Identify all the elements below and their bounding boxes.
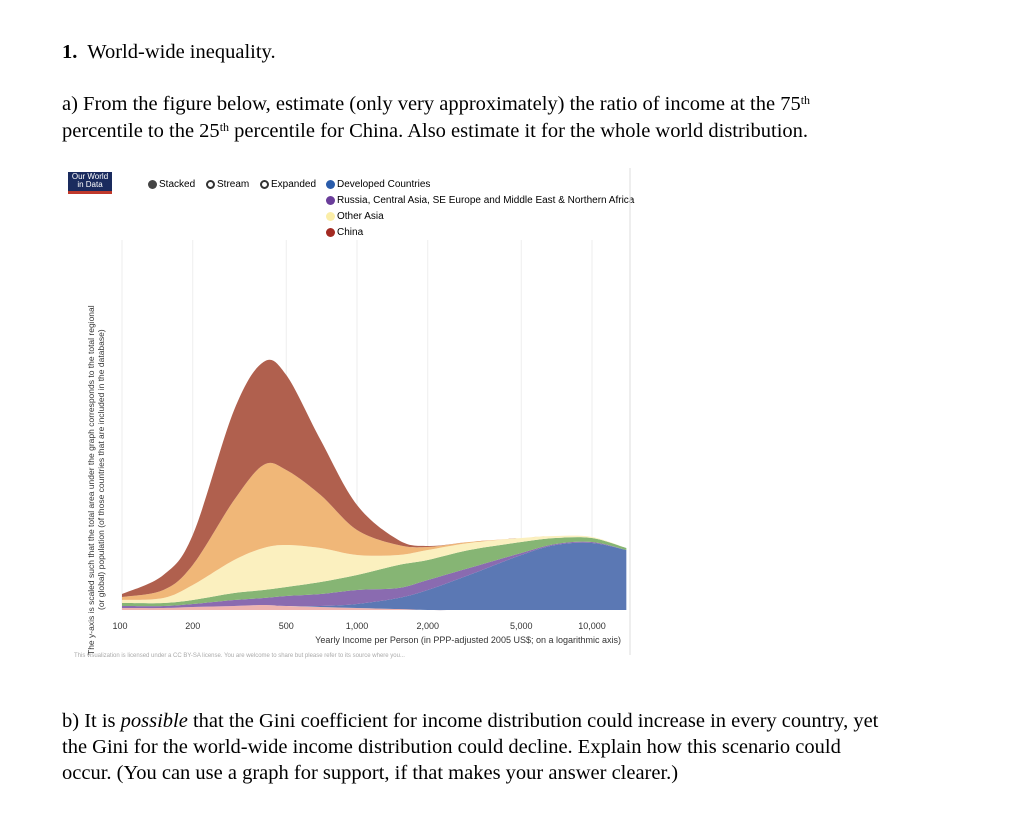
legend-china[interactable]: China <box>326 227 363 238</box>
x-tick-label: 200 <box>185 621 200 631</box>
mode-stream[interactable]: Stream <box>206 179 249 190</box>
area-series-developed-countries[interactable] <box>122 542 627 611</box>
y-axis-label-line-2: (or global) population (of those countri… <box>96 329 106 610</box>
area-series-other-asia[interactable] <box>122 535 627 604</box>
area-series-unlabeled-5[interactable] <box>122 462 627 600</box>
legend-dot-icon <box>326 196 335 205</box>
license-footer: This visualization is licensed under a C… <box>74 653 405 659</box>
legend-dot-icon <box>326 180 335 189</box>
area-series-unlabeled-3[interactable] <box>122 537 627 607</box>
legend-other-asia[interactable]: Other Asia <box>326 211 384 222</box>
legend-developed[interactable]: Developed Countries <box>326 179 430 190</box>
radio-icon <box>206 180 215 189</box>
legend-dot-icon <box>326 212 335 221</box>
x-tick-label: 1,000 <box>346 621 369 631</box>
x-tick-label: 5,000 <box>510 621 533 631</box>
part-b-line-2: the Gini for the world-wide income distr… <box>62 736 841 758</box>
x-axis-label: Yearly Income per Person (in PPP-adjuste… <box>315 635 621 645</box>
radio-selected-icon <box>148 180 157 189</box>
legend-dot-icon <box>326 228 335 237</box>
area-series-unlabeled-0[interactable] <box>122 605 627 611</box>
x-tick-label: 2,000 <box>416 621 439 631</box>
part-b-line-1: b) It is possible that the Gini coeffici… <box>62 710 879 732</box>
legend-russia-mena[interactable]: Russia, Central Asia, SE Europe and Midd… <box>326 195 634 206</box>
area-series-russia-central-asia-se-europe-and-middle-east-northern-africa[interactable] <box>122 541 627 609</box>
our-world-in-data-logo: Our World in Data <box>68 172 112 194</box>
part-a-line-1: a) From the figure below, estimate (only… <box>62 93 811 115</box>
area-series-china[interactable] <box>122 359 627 597</box>
y-axis-label-line-1: The y-axis is scaled such that the total… <box>86 305 96 655</box>
mode-expanded[interactable]: Expanded <box>260 179 316 190</box>
part-a-line-2: percentile to the 25th percentile for Ch… <box>62 120 809 142</box>
income-distribution-chart: 100 200 500 1,000 2,000 5,000 10,000 Yearly In… <box>74 168 631 659</box>
part-b-line-3: occur. (You can use a graph for support,… <box>62 762 679 784</box>
mode-stacked[interactable]: Stacked <box>148 179 195 190</box>
question-heading: 1. World-wide inequality. <box>62 41 276 63</box>
x-tick-label: 100 <box>112 621 127 631</box>
x-tick-label: 10,000 <box>578 621 606 631</box>
radio-icon <box>260 180 269 189</box>
x-tick-label: 500 <box>279 621 294 631</box>
